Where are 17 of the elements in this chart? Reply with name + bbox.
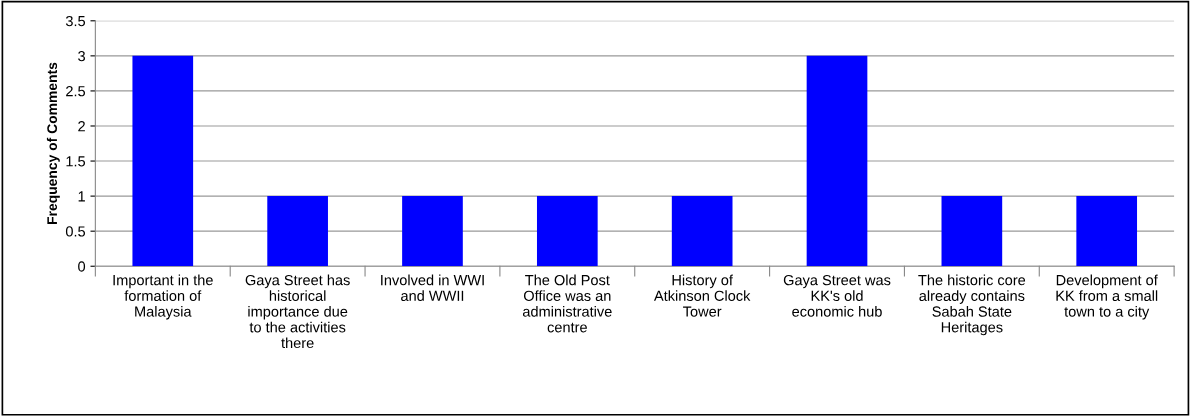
y-axis-title: Frequency of Comments bbox=[46, 62, 60, 224]
x-tick-label: The Old Post Office was an administrative centre bbox=[522, 274, 612, 333]
x-tick-label: Gaya Street has historical importance due to the activities there bbox=[245, 274, 350, 349]
x-tick-label: History of Atkinson Clock Tower bbox=[653, 274, 751, 317]
x-tick-label: Important in the formation of Malaysia bbox=[113, 274, 213, 320]
x-tick-label: Gaya Street was KK's old economic hub bbox=[783, 274, 891, 317]
y-tick-label: 2.5 bbox=[66, 86, 86, 97]
x-tick-label: Involved in WWI and WWII bbox=[381, 274, 484, 301]
y-tick-label: 1 bbox=[78, 191, 85, 202]
y-tick-label: 2 bbox=[78, 121, 85, 132]
x-tick-label: Development of KK from a small town to a city bbox=[1056, 274, 1158, 320]
y-tick-label: 1.5 bbox=[66, 156, 86, 167]
y-tick-label: 3 bbox=[78, 50, 85, 62]
x-tick-label: The historic core already contains Sabah State Heritages bbox=[918, 274, 1026, 336]
y-tick-label: 0.5 bbox=[65, 226, 86, 237]
y-tick-label: 0 bbox=[78, 261, 86, 272]
y-tick-label: 3.5 bbox=[65, 15, 86, 27]
